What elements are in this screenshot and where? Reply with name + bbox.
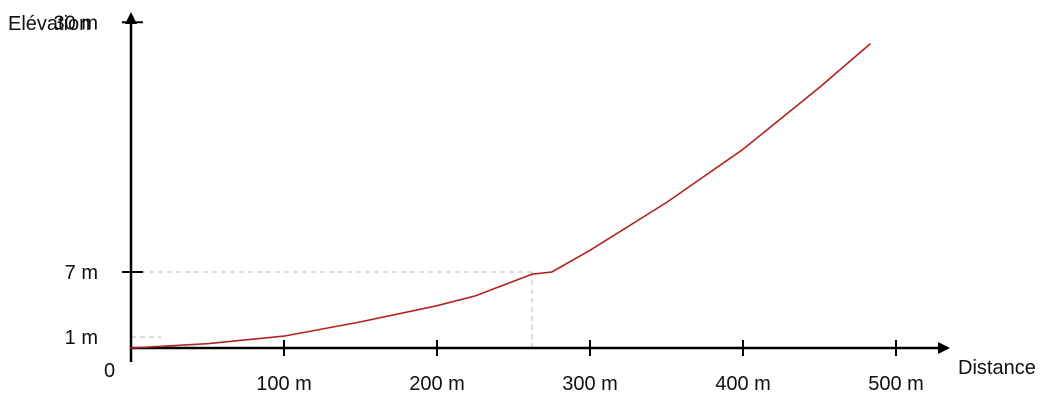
series bbox=[130, 43, 871, 349]
reference-lines bbox=[131, 271, 533, 348]
x-tick-label-400: 400 m bbox=[715, 373, 771, 395]
axes bbox=[125, 12, 950, 362]
series-line-0 bbox=[130, 43, 871, 349]
x-tick-label-200: 200 m bbox=[409, 373, 465, 395]
x-axis-label: Distance bbox=[958, 357, 1036, 379]
y-tick-label-7: 7 m bbox=[65, 262, 98, 284]
y-axis-label: Elévation bbox=[8, 13, 90, 35]
origin-label: 0 bbox=[104, 360, 115, 382]
x-tick-label-300: 300 m bbox=[562, 373, 618, 395]
x-tick-label-100: 100 m bbox=[256, 373, 312, 395]
x-axis-arrow bbox=[938, 342, 950, 354]
y-axis-arrow bbox=[125, 12, 137, 24]
y-tick-label-30: 30 m bbox=[54, 12, 98, 34]
ticks: 100 m 200 m 300 m 400 m 500 m 1 m 7 m 30 m bbox=[54, 12, 924, 395]
x-tick-label-500: 500 m bbox=[868, 373, 924, 395]
y-tick-label-1: 1 m bbox=[65, 327, 98, 349]
